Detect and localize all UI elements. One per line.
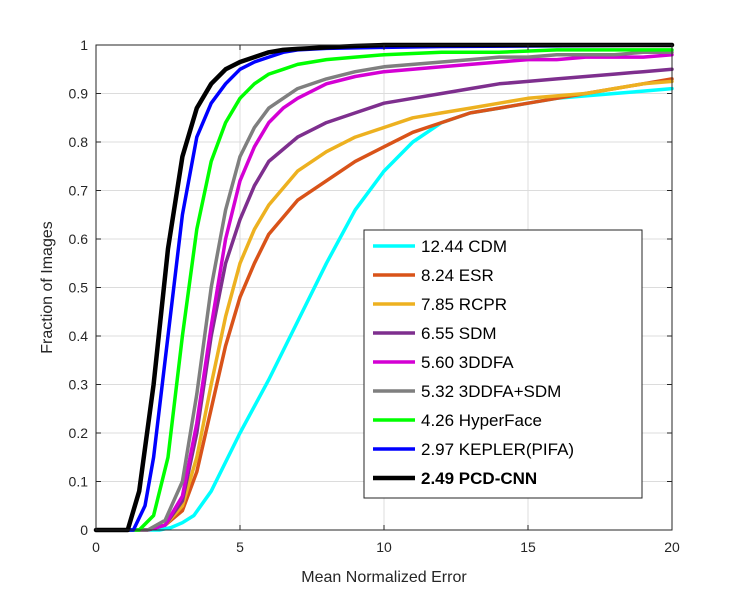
y-tick-label: 1 (80, 37, 88, 53)
y-tick-label: 0.8 (69, 134, 89, 150)
x-tick-label: 5 (236, 539, 244, 555)
series-line-8-24-esr (94, 77, 674, 532)
legend-label: 2.49 PCD-CNN (421, 469, 537, 488)
legend-label: 7.85 RCPR (421, 295, 507, 314)
legend-label: 5.32 3DDFA+SDM (421, 382, 561, 401)
axis-ticks: 0 5 10 15 20 0 0.1 0.2 0.3 0.4 0.5 0.6 0.7 0.8 0.9 1 (69, 37, 680, 555)
y-tick-label: 0.3 (69, 377, 89, 393)
x-tick-label: 0 (92, 539, 100, 555)
legend-label: 12.44 CDM (421, 237, 507, 256)
x-tick-label: 20 (664, 539, 680, 555)
legend-label: 5.60 3DDFA (421, 353, 514, 372)
y-tick-label: 0.6 (69, 231, 89, 247)
y-axis-label: Fraction of Images (39, 221, 56, 354)
series-lines (93, 42, 675, 533)
legend-label: 4.26 HyperFace (421, 411, 542, 430)
y-tick-label: 0.1 (69, 474, 89, 490)
y-tick-label: 0 (80, 522, 88, 538)
series-line-4-26-hyperface (94, 48, 674, 532)
y-tick-label: 0.2 (69, 425, 89, 441)
x-axis-label: Mean Normalized Error (301, 569, 467, 586)
y-tick-label: 0.9 (69, 86, 89, 102)
series-line-5-60-3ddfa (94, 52, 674, 532)
y-tick-label: 0.4 (69, 328, 89, 344)
y-tick-label: 0.7 (69, 183, 89, 199)
legend-label: 2.97 KEPLER(PIFA) (421, 440, 574, 459)
series-line-7-85-rcpr (94, 79, 674, 532)
series-line-5-32-3ddfa-sdm (94, 50, 674, 532)
y-tick-label: 0.5 (69, 280, 89, 296)
legend-label: 6.55 SDM (421, 324, 497, 343)
series-line-2-49-pcd-cnn (93, 42, 675, 533)
legend-label: 8.24 ESR (421, 266, 494, 285)
legend: 12.44 CDM 8.24 ESR 7.85 RCPR 6.55 SDM 5.60 3… (363, 229, 643, 499)
x-tick-label: 10 (376, 539, 392, 555)
x-tick-label: 15 (520, 539, 536, 555)
